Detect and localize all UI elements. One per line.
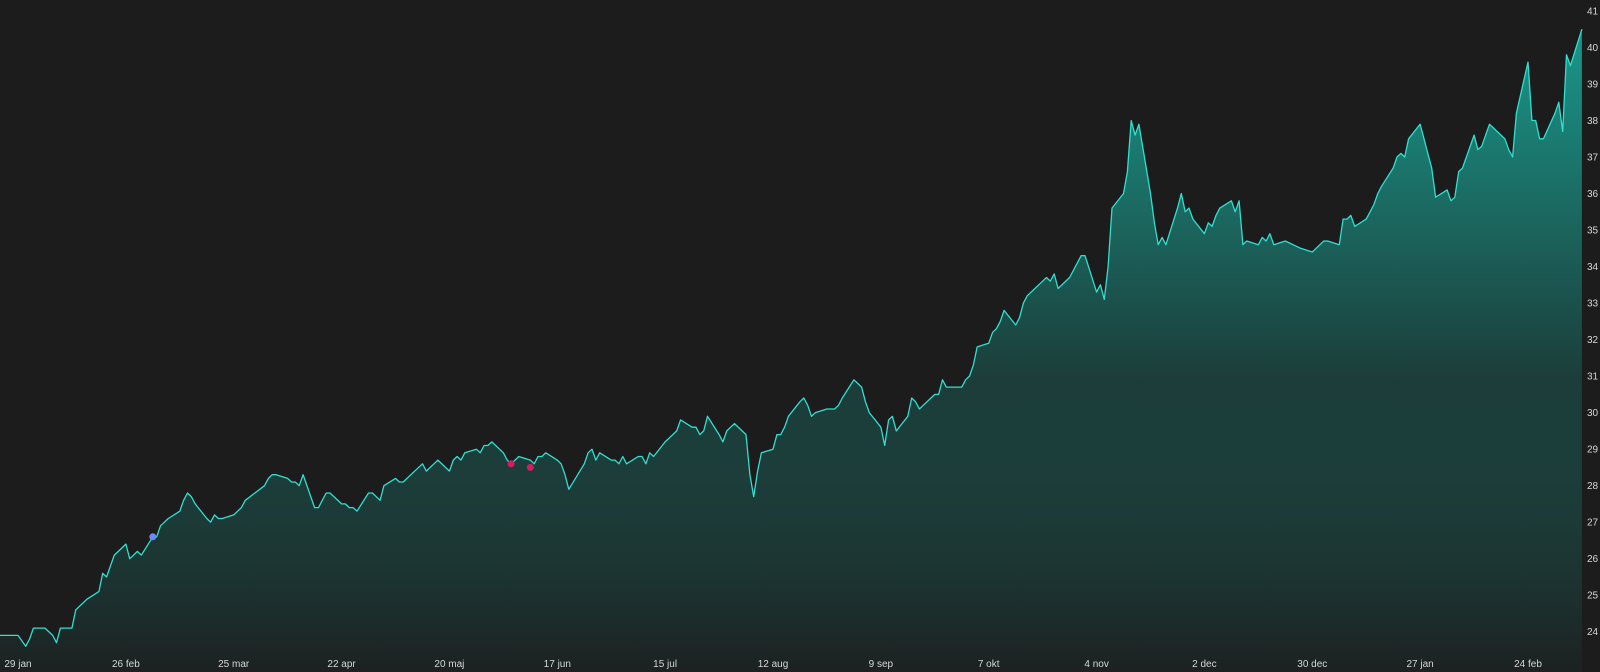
y-tick-label: 32 <box>1587 335 1599 346</box>
x-tick-label: 15 jul <box>653 659 677 670</box>
y-tick-label: 41 <box>1587 7 1599 18</box>
x-tick-label: 30 dec <box>1297 659 1327 670</box>
y-tick-label: 35 <box>1587 226 1599 237</box>
y-tick-label: 24 <box>1587 627 1599 638</box>
x-tick-label: 9 sep <box>869 659 894 670</box>
y-axis: 24 25 26 27 28 29 30 31 32 33 34 35 36 37 38 39 40 41 <box>1587 7 1599 639</box>
x-tick-label: 24 feb <box>1514 659 1542 670</box>
event-marker[interactable] <box>507 460 515 468</box>
y-tick-label: 30 <box>1587 408 1599 419</box>
x-tick-label: 12 aug <box>758 659 789 670</box>
y-tick-label: 31 <box>1587 372 1599 383</box>
x-tick-label: 25 mar <box>218 659 250 670</box>
event-marker[interactable] <box>526 463 534 471</box>
y-tick-label: 38 <box>1587 116 1599 127</box>
y-tick-label: 27 <box>1587 518 1599 529</box>
y-tick-label: 40 <box>1587 43 1599 54</box>
y-tick-label: 34 <box>1587 262 1599 273</box>
y-tick-label: 29 <box>1587 445 1599 456</box>
x-tick-label: 26 feb <box>112 659 140 670</box>
event-marker[interactable] <box>149 533 157 541</box>
y-tick-label: 28 <box>1587 481 1599 492</box>
series-line <box>0 29 1583 647</box>
event-markers <box>149 460 534 541</box>
y-tick-label: 33 <box>1587 299 1599 310</box>
x-tick-label: 4 nov <box>1084 659 1108 670</box>
x-tick-label: 7 okt <box>978 659 1000 670</box>
y-tick-label: 26 <box>1587 554 1599 565</box>
y-tick-label: 25 <box>1587 591 1599 602</box>
x-tick-label: 2 dec <box>1192 659 1216 670</box>
y-tick-label: 37 <box>1587 153 1599 164</box>
series-area <box>0 29 1582 672</box>
y-tick-label: 36 <box>1587 189 1599 200</box>
x-tick-label: 17 jun <box>544 659 571 670</box>
x-tick-label: 29 jan <box>4 659 31 670</box>
x-axis: 29 jan 26 feb 25 mar 22 apr 20 maj 17 jun 15 j… <box>4 659 1542 670</box>
y-tick-label: 39 <box>1587 80 1599 91</box>
x-tick-label: 20 maj <box>434 659 464 670</box>
x-tick-label: 22 apr <box>327 659 356 670</box>
x-tick-label: 27 jan <box>1406 659 1433 670</box>
